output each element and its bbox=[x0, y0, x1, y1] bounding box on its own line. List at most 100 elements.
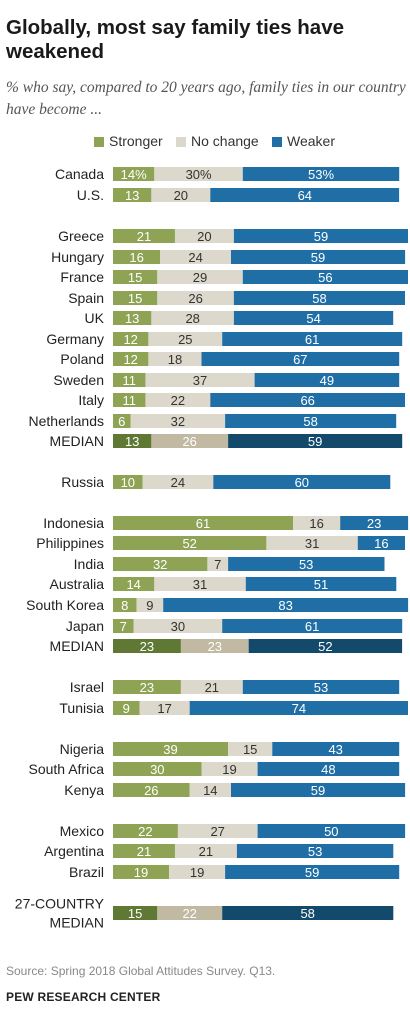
data-label-no-change: 29 bbox=[193, 270, 207, 285]
bar-weaker bbox=[245, 577, 397, 591]
bar-stronger bbox=[113, 167, 155, 181]
category-label: UK bbox=[85, 310, 105, 326]
bar-no-change bbox=[148, 352, 202, 366]
bar-weaker bbox=[242, 167, 400, 181]
legend-item-weaker: Weaker bbox=[272, 132, 335, 150]
data-label-no-change: 22 bbox=[171, 393, 185, 408]
category-label: India bbox=[74, 556, 105, 572]
bar-no-change bbox=[180, 639, 249, 653]
row-argentina-27: Argentina 21 21 53 bbox=[44, 843, 394, 859]
data-label-stronger: 39 bbox=[163, 742, 177, 757]
bar-no-change bbox=[207, 557, 229, 571]
row-sweden-9: Sweden 11 37 49 bbox=[53, 372, 400, 388]
data-label-weaker: 53 bbox=[308, 844, 322, 859]
data-label-no-change: 17 bbox=[157, 701, 171, 716]
data-label-weaker: 67 bbox=[293, 352, 307, 367]
bar-weaker bbox=[236, 844, 394, 858]
legend-swatch-stronger bbox=[94, 137, 104, 147]
bar-stronger bbox=[113, 577, 155, 591]
category-label: Mexico bbox=[60, 823, 105, 839]
data-label-stronger: 32 bbox=[153, 557, 167, 572]
bar-weaker bbox=[213, 475, 391, 489]
bar-stronger bbox=[113, 906, 158, 920]
data-label-no-change: 28 bbox=[185, 311, 199, 326]
bar-weaker bbox=[189, 701, 408, 715]
bar-no-change bbox=[139, 701, 190, 715]
category-label: Hungary bbox=[51, 249, 104, 265]
bar-no-change bbox=[145, 393, 211, 407]
bar-no-change bbox=[136, 598, 164, 612]
data-label-weaker: 43 bbox=[328, 742, 342, 757]
data-label-weaker: 59 bbox=[314, 229, 328, 244]
bar-stronger bbox=[113, 557, 208, 571]
bar-weaker bbox=[242, 270, 408, 284]
category-label: MEDIAN bbox=[50, 433, 104, 449]
data-label-no-change: 30% bbox=[186, 167, 212, 182]
bar-stronger bbox=[113, 291, 158, 305]
row-south-korea-18: South Korea 8 9 83 bbox=[26, 597, 409, 613]
row-japan-19: Japan 7 30 61 bbox=[66, 618, 403, 634]
bar-weaker bbox=[163, 598, 409, 612]
data-label-weaker: 83 bbox=[278, 598, 292, 613]
data-label-no-change: 37 bbox=[193, 373, 207, 388]
data-label-no-change: 26 bbox=[182, 434, 196, 449]
bar-weaker bbox=[242, 680, 400, 694]
row-median-20: MEDIAN 23 23 52 bbox=[50, 638, 403, 654]
bar-stronger bbox=[113, 783, 190, 797]
data-label-no-change: 32 bbox=[171, 414, 185, 429]
bar-stronger bbox=[113, 742, 229, 756]
bar-no-change bbox=[189, 783, 231, 797]
bar-no-change bbox=[151, 434, 228, 448]
data-label-weaker: 59 bbox=[311, 250, 325, 265]
legend-swatch-no-change bbox=[176, 137, 186, 147]
data-label-stronger: 22 bbox=[138, 824, 152, 839]
bar-no-change bbox=[157, 270, 243, 284]
bar-weaker bbox=[222, 906, 394, 920]
legend-label-weaker: Weaker bbox=[287, 133, 335, 149]
bar-no-change bbox=[160, 250, 231, 264]
row-hungary-3: Hungary 16 24 59 bbox=[51, 249, 406, 265]
data-label-stronger: 11 bbox=[122, 373, 136, 388]
data-label-weaker: 16 bbox=[374, 536, 388, 551]
bar-no-change bbox=[180, 680, 243, 694]
data-label-no-change: 7 bbox=[214, 557, 221, 572]
data-label-weaker: 61 bbox=[305, 332, 319, 347]
legend-swatch-weaker bbox=[272, 137, 282, 147]
row-canada-0: Canada 14% 30% 53% bbox=[55, 166, 400, 182]
data-label-no-change: 22 bbox=[182, 906, 196, 921]
category-label: Russia bbox=[61, 474, 104, 490]
data-label-stronger: 26 bbox=[144, 783, 158, 798]
data-label-weaker: 50 bbox=[324, 824, 338, 839]
category-label: Netherlands bbox=[29, 413, 105, 429]
bar-stronger bbox=[113, 311, 152, 325]
data-label-weaker: 58 bbox=[303, 414, 317, 429]
bar-no-change bbox=[154, 167, 243, 181]
data-label-stronger: 30 bbox=[150, 762, 164, 777]
data-label-stronger: 23 bbox=[140, 639, 154, 654]
bar-stronger bbox=[113, 598, 137, 612]
data-label-stronger: 11 bbox=[122, 393, 136, 408]
category-label: Israel bbox=[70, 679, 104, 695]
bar-stronger bbox=[113, 373, 146, 387]
organization-name: PEW RESEARCH CENTER bbox=[6, 990, 161, 1004]
row-germany-7: Germany 12 25 61 bbox=[46, 331, 403, 347]
row-philippines-15: Philippines 52 31 16 bbox=[36, 535, 405, 551]
data-label-weaker: 53% bbox=[308, 167, 334, 182]
bar-weaker bbox=[231, 250, 406, 264]
data-label-stronger: 19 bbox=[134, 865, 148, 880]
row-tunisia-22: Tunisia 9 17 74 bbox=[59, 700, 408, 716]
bar-stronger bbox=[113, 680, 181, 694]
row-spain-5: Spain 15 26 58 bbox=[68, 290, 405, 306]
data-label-no-change: 16 bbox=[309, 516, 323, 531]
data-label-stronger: 61 bbox=[196, 516, 210, 531]
category-label: Indonesia bbox=[43, 515, 104, 531]
category-label: South Africa bbox=[29, 761, 105, 777]
bar-no-change bbox=[177, 824, 258, 838]
row-mexico-26: Mexico 22 27 50 bbox=[60, 823, 406, 839]
category-label: U.S. bbox=[77, 187, 104, 203]
bar-weaker bbox=[225, 865, 400, 879]
bar-weaker bbox=[228, 557, 385, 571]
bar-weaker bbox=[222, 619, 403, 633]
bar-no-change bbox=[154, 577, 246, 591]
bar-weaker bbox=[228, 434, 403, 448]
